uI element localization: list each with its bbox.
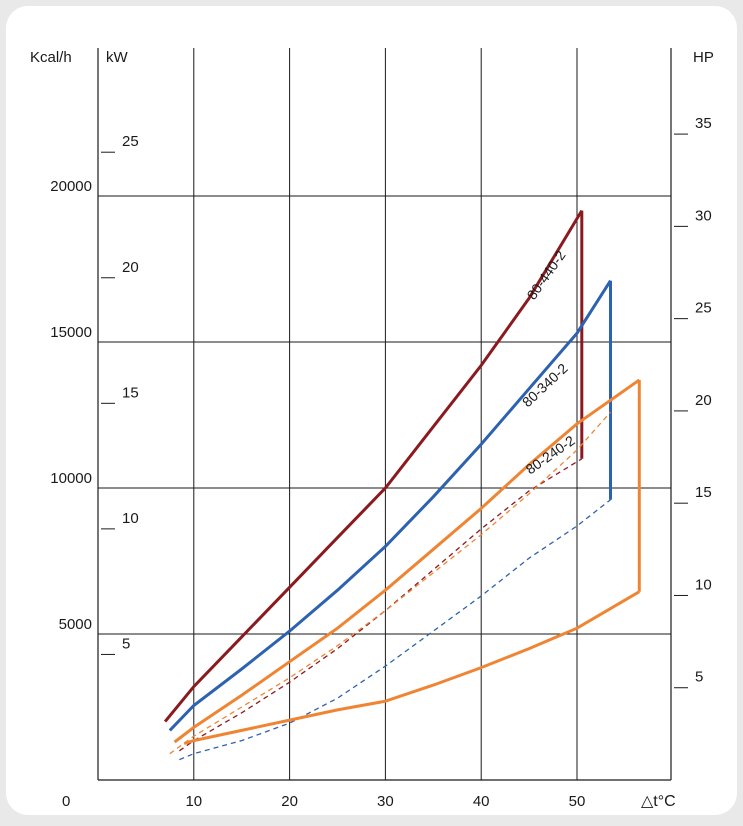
series-80-440-2-upper-line (163, 209, 584, 723)
hp-tick-15: 15 (695, 484, 712, 501)
series-80-340-2-upper-line (168, 279, 612, 732)
series-80-340-2-dashed-line (179, 499, 611, 761)
hp-tick-labels: 5 10 15 20 25 30 35 (674, 115, 712, 689)
kcal-tick-5000: 5000 (59, 616, 92, 633)
plot-frame (97, 48, 672, 781)
x-tick-40: 40 (473, 793, 490, 810)
kw-tick-labels: 5 10 15 20 25 (101, 133, 139, 655)
kcal-tick-10000: 10000 (50, 470, 92, 487)
kw-tick-5: 5 (122, 635, 130, 652)
kw-tick-20: 20 (122, 259, 139, 276)
kcal-tick-15000: 15000 (50, 324, 92, 341)
x-tick-10: 10 (185, 793, 202, 810)
hp-axis-label: HP (693, 49, 714, 66)
series-80-240-2-upper-line (173, 378, 641, 744)
series-80-240-2-middle-line (169, 411, 611, 755)
x-tick-50: 50 (569, 793, 586, 810)
kcal-tick-labels: 5000 10000 15000 20000 (50, 178, 92, 633)
kcal-axis-label: Kcal/h (30, 49, 72, 66)
hp-tick-25: 25 (695, 300, 712, 317)
kw-tick-10: 10 (122, 510, 139, 527)
x-origin-label: 0 (62, 793, 70, 810)
hp-tick-35: 35 (695, 115, 712, 132)
x-tick-30: 30 (377, 793, 394, 810)
kw-tick-25: 25 (122, 133, 139, 150)
series-layer (163, 209, 641, 761)
hp-tick-5: 5 (695, 669, 703, 686)
card-background (6, 6, 737, 815)
kw-axis-label: kW (106, 49, 129, 66)
hp-tick-30: 30 (695, 207, 712, 224)
hp-tick-10: 10 (695, 576, 712, 593)
x-axis-label: △t°C (641, 793, 676, 810)
series-80-240-2-lower-line (183, 590, 641, 745)
x-tick-20: 20 (281, 793, 298, 810)
kcal-tick-20000: 20000 (50, 178, 92, 195)
series-80-440-2-dashed-line (179, 458, 583, 752)
grid-lines (98, 48, 671, 780)
x-tick-labels: 10 20 30 40 50 (185, 793, 585, 810)
hp-tick-20: 20 (695, 392, 712, 409)
kw-tick-15: 15 (122, 384, 139, 401)
